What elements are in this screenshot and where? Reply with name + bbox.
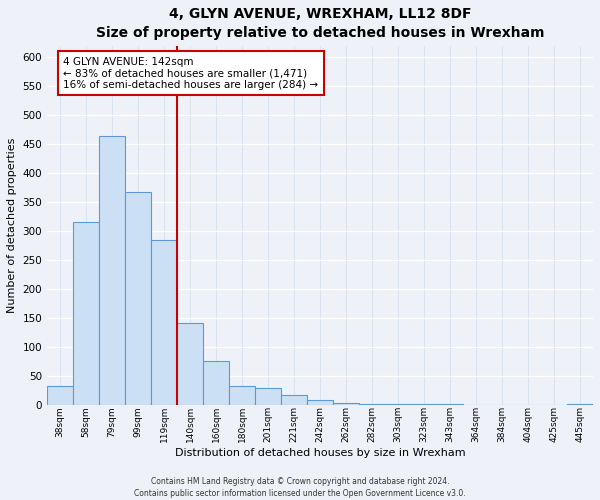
Bar <box>229 386 255 404</box>
Bar <box>73 222 99 404</box>
Bar <box>255 388 281 404</box>
Text: 4 GLYN AVENUE: 142sqm
← 83% of detached houses are smaller (1,471)
16% of semi-d: 4 GLYN AVENUE: 142sqm ← 83% of detached … <box>64 56 319 90</box>
Bar <box>47 386 73 404</box>
Bar <box>307 400 333 404</box>
Bar <box>99 136 125 404</box>
Bar <box>281 395 307 404</box>
Bar <box>333 403 359 404</box>
Bar <box>151 240 177 404</box>
X-axis label: Distribution of detached houses by size in Wrexham: Distribution of detached houses by size … <box>175 448 466 458</box>
Bar <box>125 192 151 404</box>
Title: 4, GLYN AVENUE, WREXHAM, LL12 8DF
Size of property relative to detached houses i: 4, GLYN AVENUE, WREXHAM, LL12 8DF Size o… <box>96 7 544 40</box>
Bar <box>177 322 203 404</box>
Bar <box>203 362 229 405</box>
Text: Contains HM Land Registry data © Crown copyright and database right 2024.
Contai: Contains HM Land Registry data © Crown c… <box>134 476 466 498</box>
Y-axis label: Number of detached properties: Number of detached properties <box>7 138 17 313</box>
